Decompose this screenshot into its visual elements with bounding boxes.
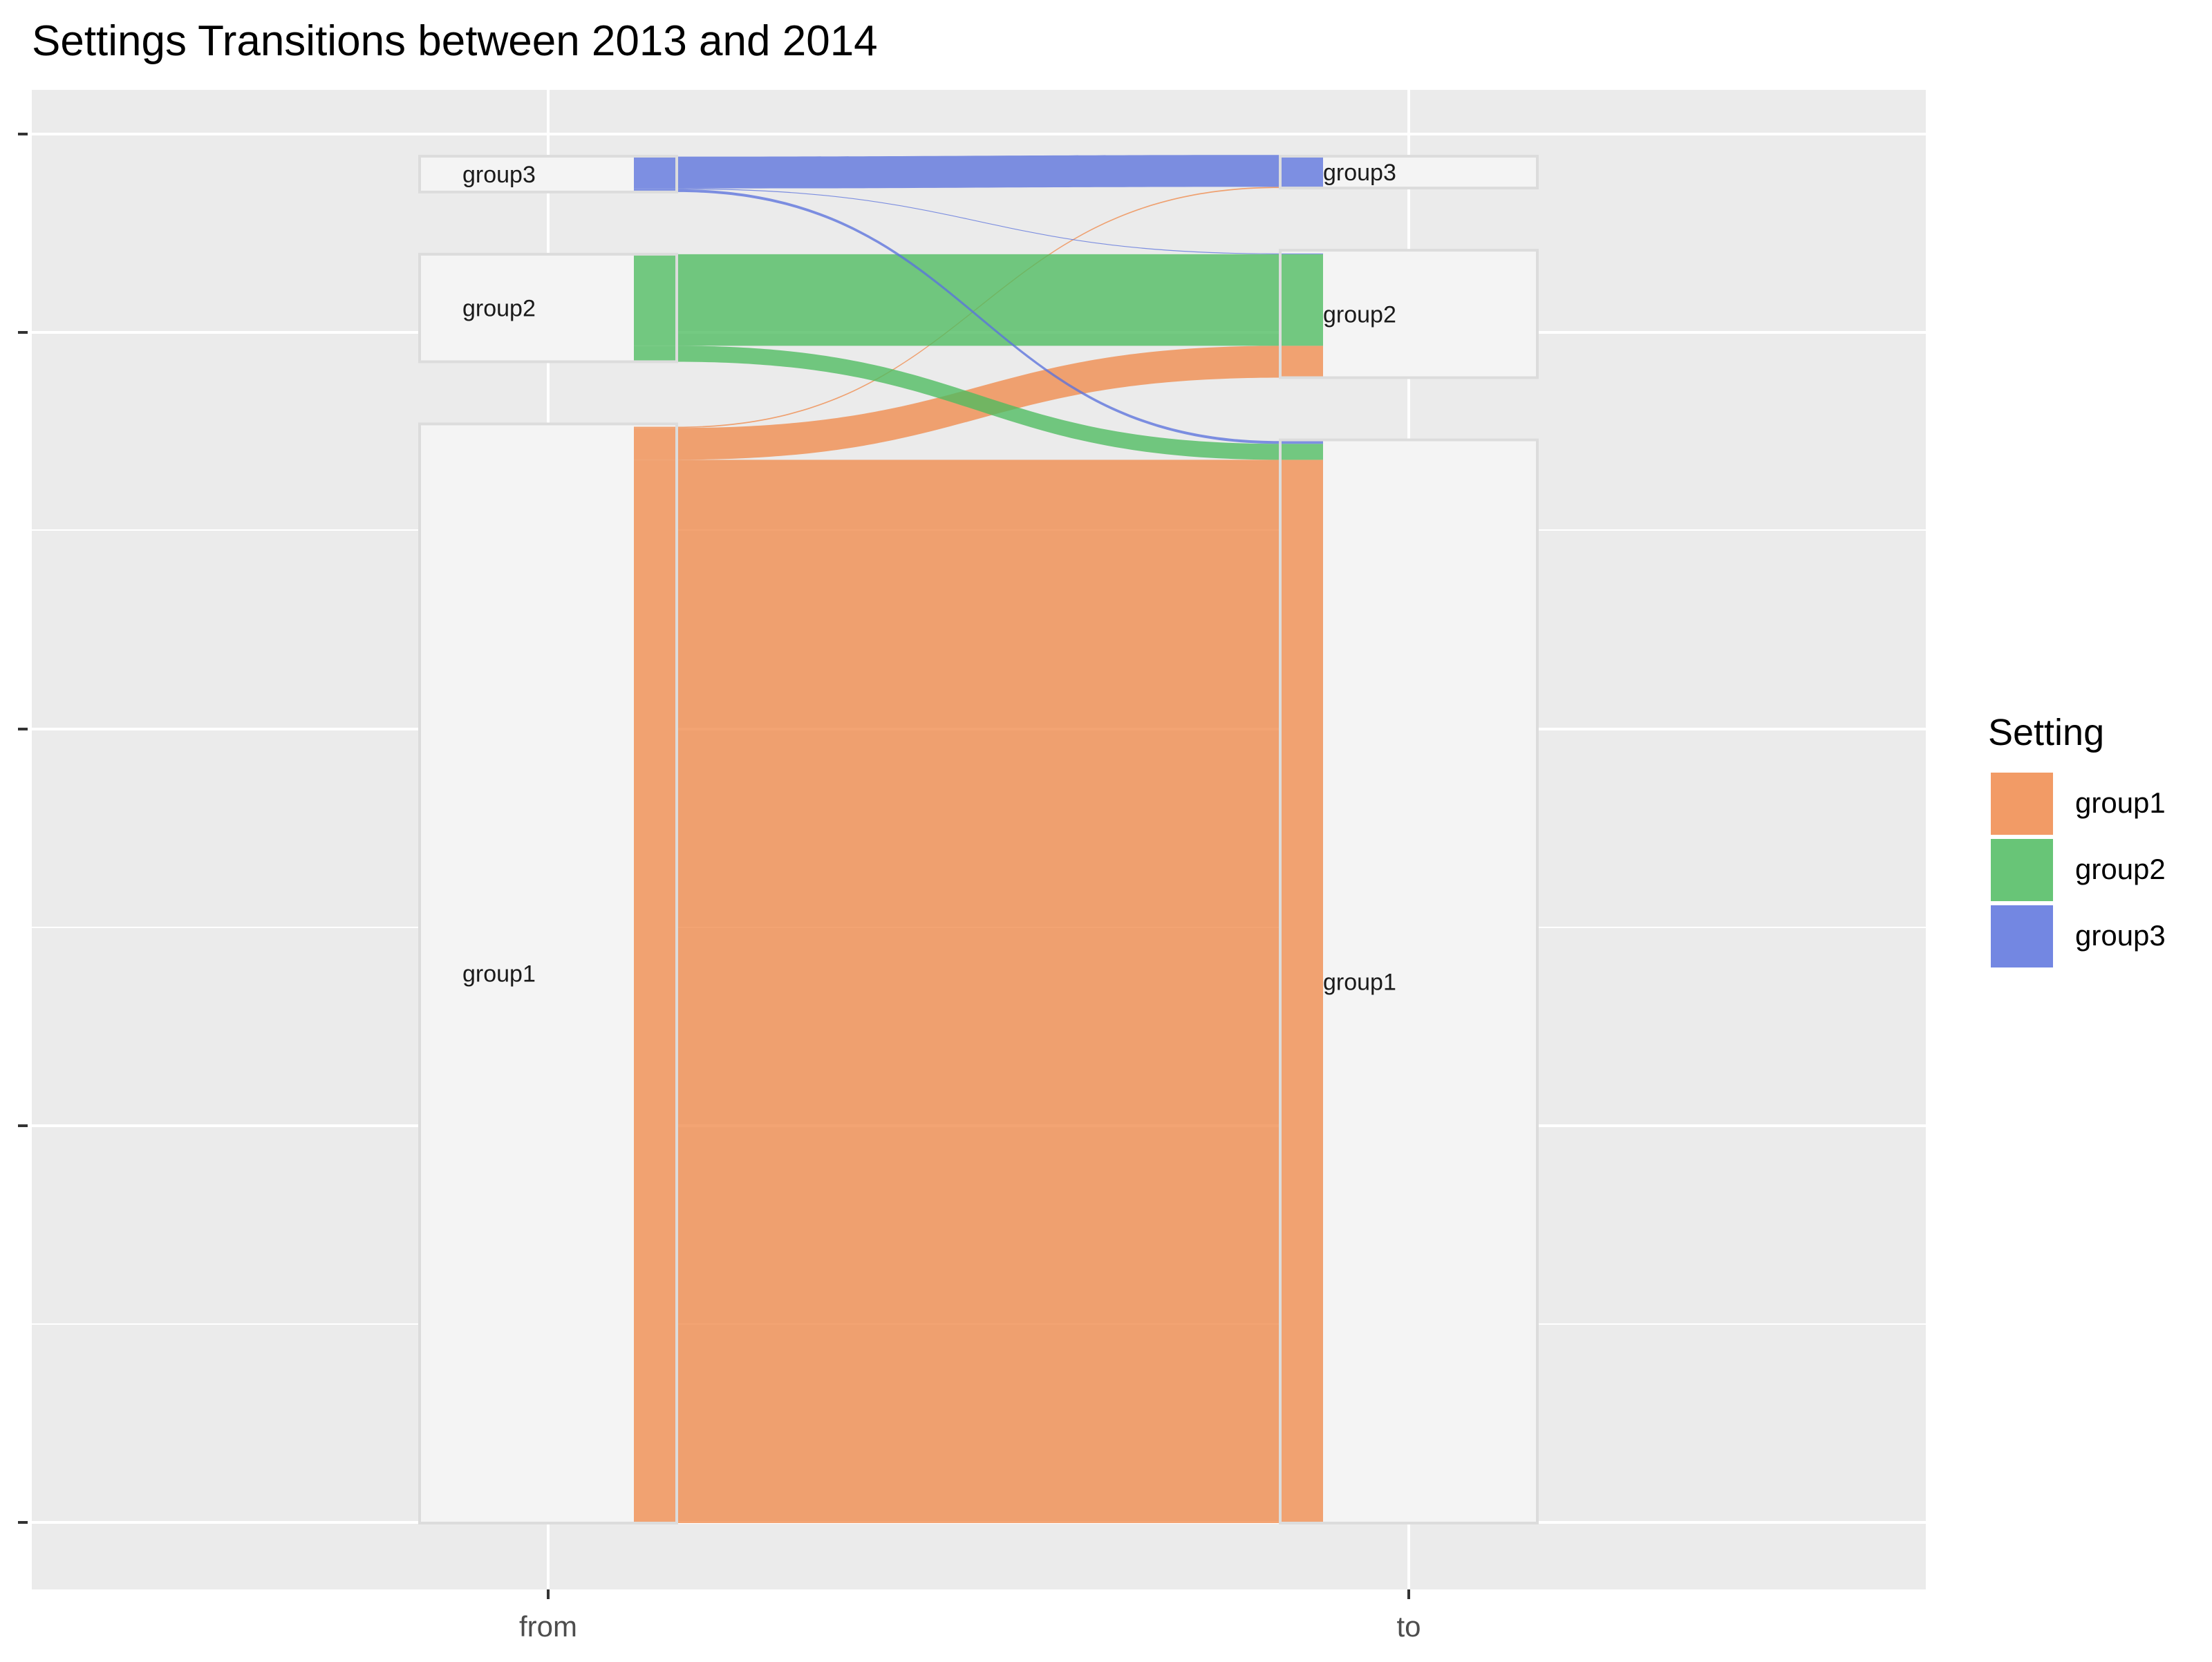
flow-group1-to-group1 [634, 460, 1323, 1523]
x-tick-label-from: from [519, 1610, 577, 1643]
stratum-to-group3-label: group3 [1323, 160, 1396, 186]
x-axis: from to [18, 133, 1421, 1643]
legend: Setting group1 group2 group3 [1988, 712, 2166, 967]
flow-group3-to-group3 [634, 155, 1323, 189]
flow-group2-to-group1 [634, 346, 1323, 460]
legend-label-group2: group2 [2075, 853, 2166, 885]
strata: group1 group2 group3 group1 group2 group3 [418, 155, 1539, 1524]
stratum-from-group2-box [418, 252, 678, 363]
legend-key-group2 [1991, 839, 2053, 901]
flows [420, 155, 1537, 1523]
stratum-from-group3-label: group3 [462, 162, 536, 188]
stratum-from-group2-label: group2 [462, 296, 536, 322]
stratum-from-group1-label: group1 [462, 961, 536, 988]
stratum-from-group3-box [418, 155, 678, 193]
flow-group3-to-group1 [634, 189, 1323, 444]
legend-label-group1: group1 [2075, 786, 2166, 819]
x-tick-label-to: to [1396, 1610, 1421, 1643]
flow-group3-to-group2 [634, 188, 1323, 254]
legend-title: Setting [1988, 712, 2104, 753]
stratum-to-group3-box [1279, 155, 1539, 190]
stratum-to-group1-box [1279, 438, 1539, 1524]
legend-key-group3 [1991, 905, 2053, 967]
stratum-from-group1-box [418, 422, 678, 1524]
chart-title: Settings Transitions between 2013 and 20… [32, 17, 878, 65]
stratum-to-group1-label: group1 [1323, 969, 1396, 995]
legend-label-group3: group3 [2075, 919, 2166, 952]
stratum-to-group2-box [1279, 249, 1539, 379]
stratum-to-group2-label: group2 [1323, 301, 1396, 328]
flow-group2-to-group2 [634, 254, 1323, 346]
legend-key-group1 [1991, 773, 2053, 835]
